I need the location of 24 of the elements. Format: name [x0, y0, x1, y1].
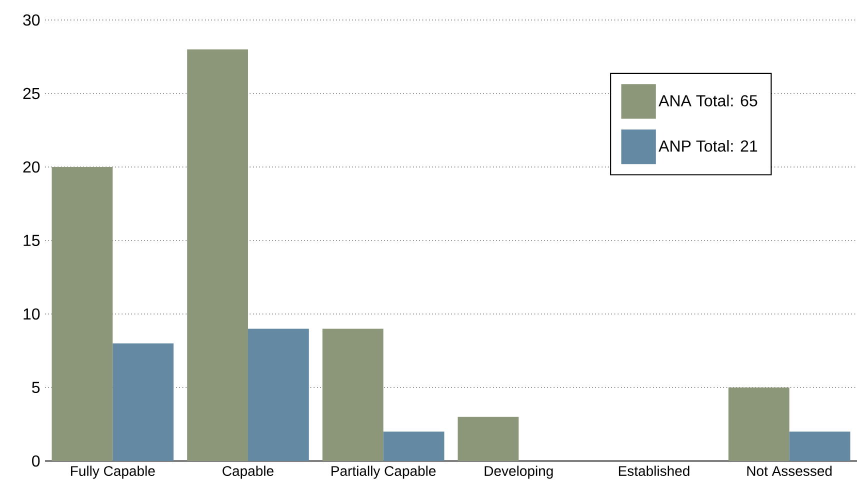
x-tick-label: Developing — [484, 466, 553, 479]
bar — [728, 387, 790, 461]
x-tick-label: Not Assessed — [747, 466, 832, 476]
bar — [187, 49, 248, 461]
x-tick-label: Established — [618, 466, 690, 476]
legend-label: ANP Total: 21 — [658, 140, 758, 152]
y-tick-label: 5 — [32, 382, 40, 394]
bar — [458, 416, 519, 461]
bar — [789, 432, 850, 461]
legend-label: ANA Total: 65 — [658, 94, 758, 106]
x-tick-label: Fully Capable — [71, 466, 155, 479]
bar — [112, 343, 174, 461]
y-tick-label: 15 — [24, 234, 40, 246]
y-tick-label: 30 — [23, 14, 40, 26]
y-tick-label: 10 — [24, 308, 40, 320]
bar — [248, 328, 309, 461]
bar — [52, 166, 113, 461]
y-tick-label: 20 — [23, 161, 40, 173]
x-tick-label: Capable — [222, 466, 274, 479]
y-tick-label: 25 — [23, 88, 40, 100]
bar — [322, 328, 384, 461]
y-tick-label: 0 — [32, 455, 40, 467]
x-tick-label: Partially Capable — [332, 466, 436, 479]
bar — [383, 432, 444, 461]
